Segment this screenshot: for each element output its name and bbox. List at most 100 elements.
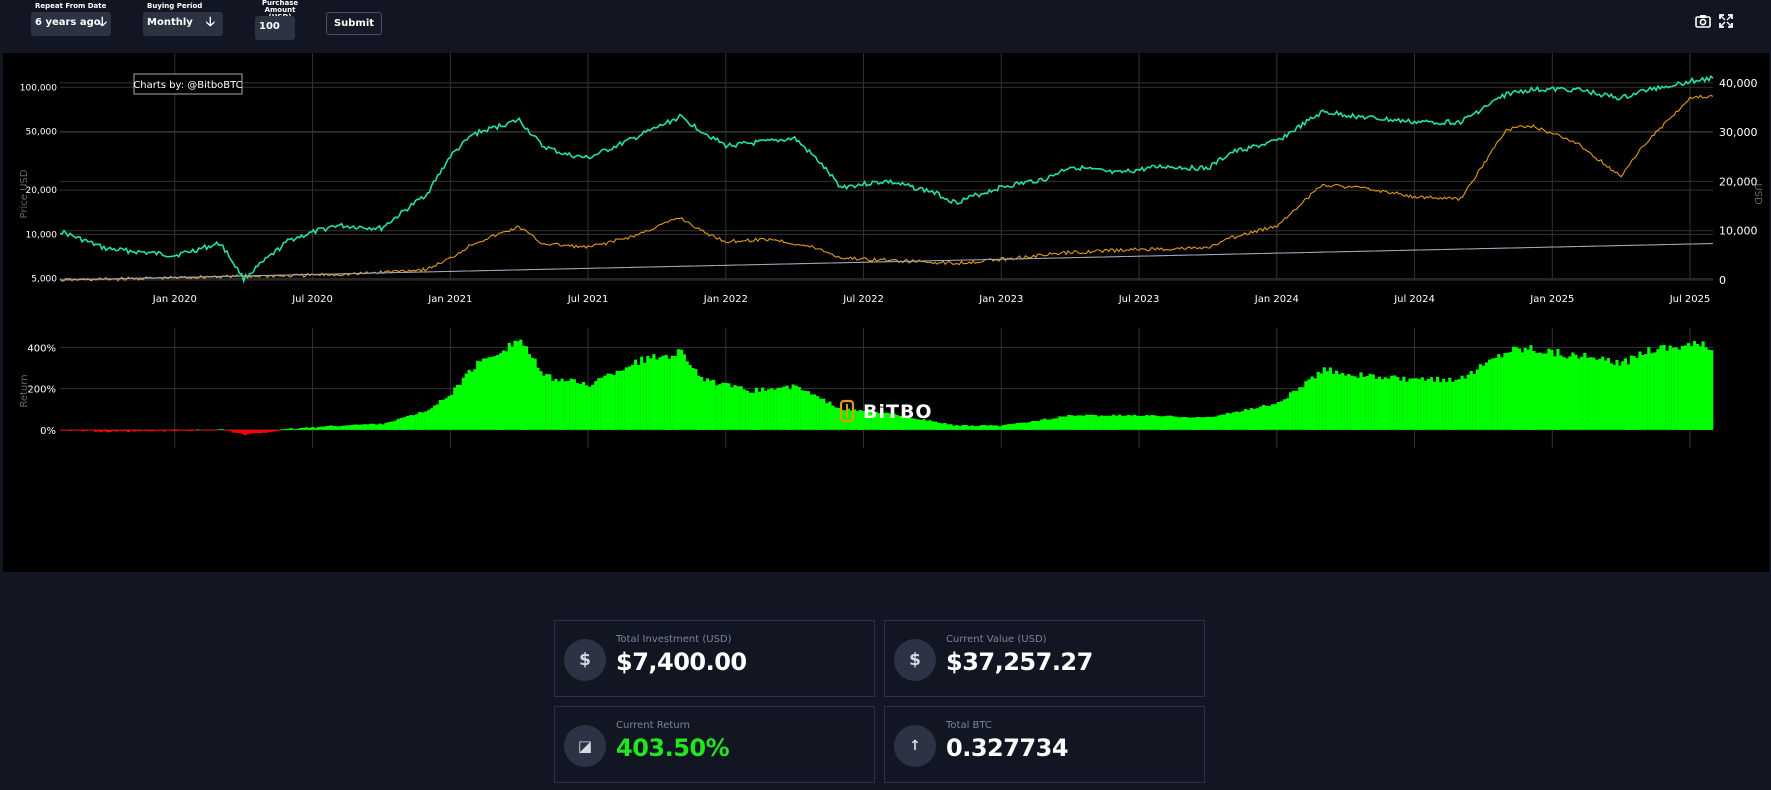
return-bar [1350, 375, 1354, 430]
return-bar [311, 427, 315, 430]
return-bar [479, 361, 483, 430]
return-bar [476, 360, 480, 430]
return-bar [998, 426, 1002, 430]
return-bar [399, 418, 403, 430]
return-bar [1635, 358, 1639, 430]
purchase-amount-input[interactable]: 100 [255, 16, 295, 40]
return-bar [664, 354, 668, 430]
series-line-2 [60, 242, 1714, 281]
return-bar [1559, 355, 1563, 430]
x-tick-label: Jan 2021 [427, 294, 472, 305]
return-bar [1316, 371, 1320, 430]
return-bar [1264, 405, 1268, 430]
return-bar [600, 377, 604, 430]
return-bar [412, 415, 416, 430]
return-bar [232, 429, 236, 433]
return-bar [572, 379, 576, 430]
return-bar [427, 409, 431, 430]
return-bar [320, 426, 324, 430]
return-bar [1246, 409, 1250, 430]
return-bar [132, 429, 137, 432]
return-bar [1368, 373, 1372, 430]
return-bar [655, 359, 659, 430]
return-bar [730, 387, 734, 430]
return-bar [237, 429, 242, 433]
return-bar [1491, 358, 1495, 430]
return-bar [1523, 347, 1527, 430]
return-bar [220, 429, 224, 430]
return-bar [560, 378, 564, 430]
return-bar [1298, 387, 1302, 430]
return-bar [174, 429, 178, 432]
return-bar [90, 429, 94, 431]
return-bar [1121, 415, 1125, 430]
return-bar [1151, 415, 1155, 430]
return-bar [806, 391, 811, 430]
return-bar [1292, 390, 1296, 430]
return-bar [240, 429, 244, 434]
return-bar [1671, 347, 1675, 430]
return-bar [205, 429, 209, 431]
return-bar [277, 429, 281, 431]
return-bar [739, 386, 743, 430]
return-bar [1356, 377, 1360, 430]
return-bar [1565, 358, 1569, 430]
return-bar [184, 429, 188, 431]
return-bar [782, 386, 786, 430]
return-bar [1592, 357, 1596, 430]
return-bar [202, 429, 206, 431]
return-bar [144, 429, 148, 431]
return-bar [1313, 378, 1317, 430]
y-tick-label: 100,000 [20, 83, 57, 93]
expand-icon[interactable] [1719, 14, 1733, 28]
return-bar [794, 385, 798, 430]
return-bar [1070, 415, 1074, 430]
return-bar [1243, 409, 1248, 430]
series-line-1 [59, 94, 1714, 282]
bitbo-logo: BiTBO [839, 399, 932, 423]
buying-period-value: Monthly [147, 17, 193, 28]
return-bar [970, 425, 974, 430]
return-bar [1192, 417, 1197, 430]
return-bar [958, 426, 962, 430]
x-tick-label: Jul 2021 [567, 294, 609, 305]
return-bar [162, 429, 166, 432]
camera-icon[interactable] [1695, 14, 1711, 28]
return-bar [168, 429, 172, 431]
return-bar [1136, 415, 1140, 430]
return-bar [810, 394, 814, 430]
return-bar [347, 425, 351, 430]
return-bar [822, 398, 826, 430]
return-bar [1007, 424, 1011, 430]
y2-axis-title: USD [1752, 183, 1763, 205]
y2-tick-label: 40,000 [1719, 77, 1758, 90]
return-bar [114, 429, 119, 432]
buying-period-select[interactable]: Monthly 🡣 [143, 12, 223, 36]
repeat-from-select[interactable]: 6 years ago 🡣 [31, 12, 111, 36]
return-bar [992, 425, 996, 430]
return-bar [1601, 356, 1605, 430]
return-bar [594, 381, 598, 430]
stat-current-return: ◪ Current Return 403.50% [554, 706, 875, 783]
return-bar [235, 429, 239, 433]
return-bar [1234, 411, 1239, 430]
return-bar [910, 418, 914, 430]
return-bar [1341, 372, 1345, 430]
return-bar [877, 413, 881, 430]
return-bar [1448, 377, 1452, 430]
return-bar [961, 425, 965, 430]
return-bar [1154, 415, 1158, 430]
return-bar [1420, 377, 1424, 430]
x-tick-label: Jan 2022 [703, 294, 748, 305]
return-bar [214, 429, 218, 431]
return-bar [259, 429, 263, 434]
y2-tick-label: 0 [1719, 274, 1726, 287]
submit-button[interactable]: Submit [326, 12, 382, 35]
return-bar [1383, 377, 1388, 430]
return-bar [764, 391, 768, 430]
return-bar [630, 364, 635, 430]
return-bar [563, 381, 567, 430]
return-bar [283, 429, 287, 430]
return-bar [712, 379, 716, 430]
return-bar [1707, 349, 1711, 430]
